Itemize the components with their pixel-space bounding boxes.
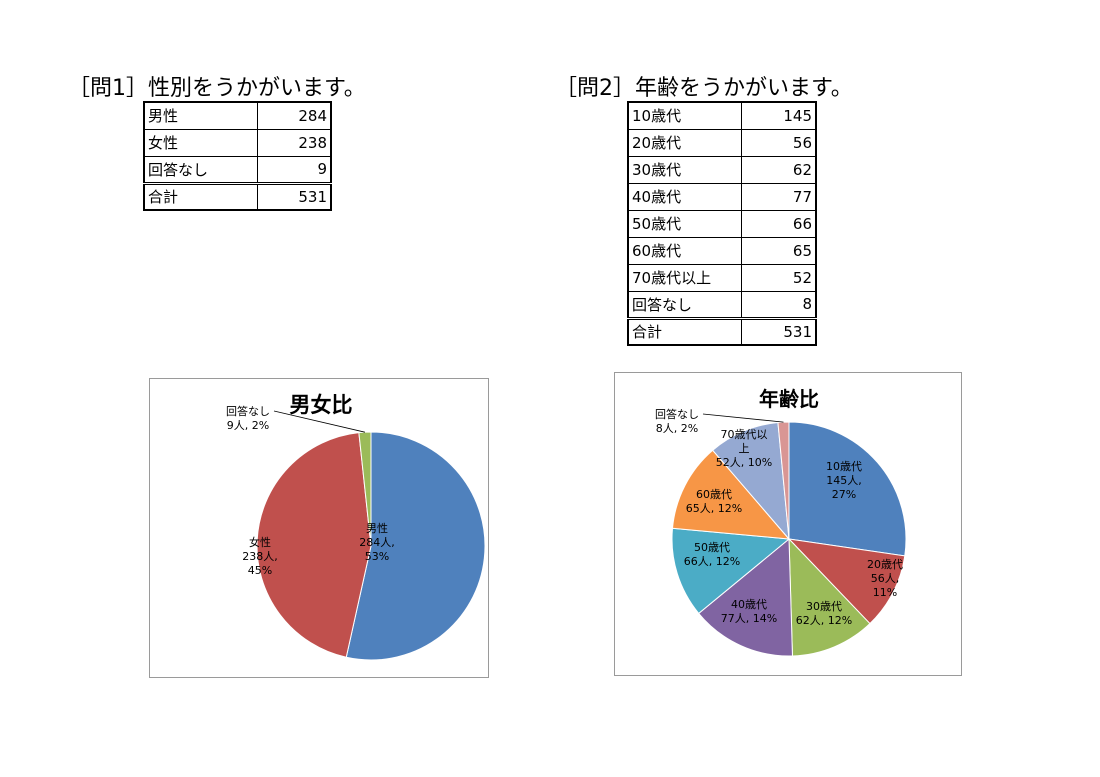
pie-slice: [787, 538, 906, 625]
q2-total-value: 531: [740, 316, 817, 346]
slice-label: 10歳代 145人, 27%: [826, 460, 862, 501]
q2-row-label: 回答なし: [627, 290, 742, 319]
q2-row-label: 10歳代: [627, 101, 742, 130]
q2-row-label: 20歳代: [627, 128, 742, 157]
pie-slice: [345, 431, 486, 661]
pie-slice: [671, 449, 791, 540]
age-pie-chart: 年齢比 10歳代 145人, 27% 20歳代 56人, 11% 30歳代 62人, 12% 40…: [614, 372, 962, 676]
slice-label: 回答なし 9人, 2%: [226, 404, 270, 432]
pie-slice: [256, 432, 372, 658]
q2-table: 10歳代 145 20歳代 56 30歳代 62 40歳代 77 50歳代 66…: [627, 101, 817, 346]
q1-row-value: 284: [256, 101, 332, 130]
slice-label: 男性 284人, 53%: [359, 521, 395, 563]
table-row: 70歳代以上 52: [627, 263, 817, 292]
gender-pie-chart: 男女比男性 284人, 53% 女性 238人, 45% 回答なし 9人, 2%: [149, 378, 489, 678]
chart-title: 年齢比: [759, 387, 819, 411]
leader-line: [702, 413, 784, 423]
chart-title: 男女比: [290, 393, 353, 417]
q1-row-label: 女性: [143, 128, 258, 157]
table-total-row: 合計 531: [627, 316, 817, 346]
table-row: 40歳代 77: [627, 182, 817, 211]
q2-row-value: 77: [740, 182, 817, 211]
q1-total-value: 531: [256, 181, 332, 211]
pie-slice: [788, 421, 907, 557]
slice-label: 30歳代 62人, 12%: [796, 600, 852, 627]
pie-slice: [671, 527, 791, 615]
table-total-row: 合計 531: [143, 181, 332, 211]
table-row: 10歳代 145: [627, 101, 817, 130]
slice-label: 女性 238人, 45%: [242, 535, 278, 577]
leader-line: [273, 410, 365, 433]
table-row: 回答なし 8: [627, 290, 817, 319]
table-row: 50歳代 66: [627, 209, 817, 238]
q2-row-value: 65: [740, 236, 817, 265]
slice-label: 60歳代 65人, 12%: [686, 488, 742, 515]
q2-row-label: 60歳代: [627, 236, 742, 265]
slice-label: 回答なし 8人, 2%: [655, 407, 699, 435]
q1-title: ［問1］性別をうかがいます。: [68, 76, 366, 101]
table-row: 30歳代 62: [627, 155, 817, 184]
q2-row-value: 56: [740, 128, 817, 157]
pie-slice: [358, 431, 372, 547]
age-pie-svg: 年齢比 10歳代 145人, 27% 20歳代 56人, 11% 30歳代 62人, 12% 40…: [655, 387, 907, 657]
slice-label: 50歳代 66人, 12%: [684, 541, 740, 568]
slice-label: 20歳代 56人, 11%: [867, 558, 903, 599]
q1-total-label: 合計: [143, 181, 258, 211]
q2-row-value: 145: [740, 101, 817, 130]
q2-row-label: 30歳代: [627, 155, 742, 184]
q1-table: 男性 284 女性 238 回答なし 9 合計 531: [143, 101, 332, 211]
q2-row-label: 40歳代: [627, 182, 742, 211]
q1-row-value: 238: [256, 128, 332, 157]
q1-row-value: 9: [256, 155, 332, 184]
q2-row-value: 52: [740, 263, 817, 292]
table-row: 60歳代 65: [627, 236, 817, 265]
pie-slice: [788, 537, 871, 657]
table-row: 男性 284: [143, 101, 332, 130]
q1-row-label: 男性: [143, 101, 258, 130]
slice-label: 70歳代以上 52人, 10%: [716, 428, 772, 469]
table-row: 回答なし 9: [143, 155, 332, 184]
pie-slice: [698, 537, 793, 657]
slice-label: 40歳代 77人, 14%: [721, 598, 777, 625]
table-row: 20歳代 56: [627, 128, 817, 157]
q1-row-label: 回答なし: [143, 155, 258, 184]
q2-row-label: 70歳代以上: [627, 263, 742, 292]
table-row: 女性 238: [143, 128, 332, 157]
q2-row-value: 8: [740, 290, 817, 319]
q2-title: ［問2］年齢をうかがいます。: [555, 76, 853, 101]
q2-row-label: 50歳代: [627, 209, 742, 238]
q2-row-value: 62: [740, 155, 817, 184]
q2-total-label: 合計: [627, 316, 742, 346]
q2-row-value: 66: [740, 209, 817, 238]
